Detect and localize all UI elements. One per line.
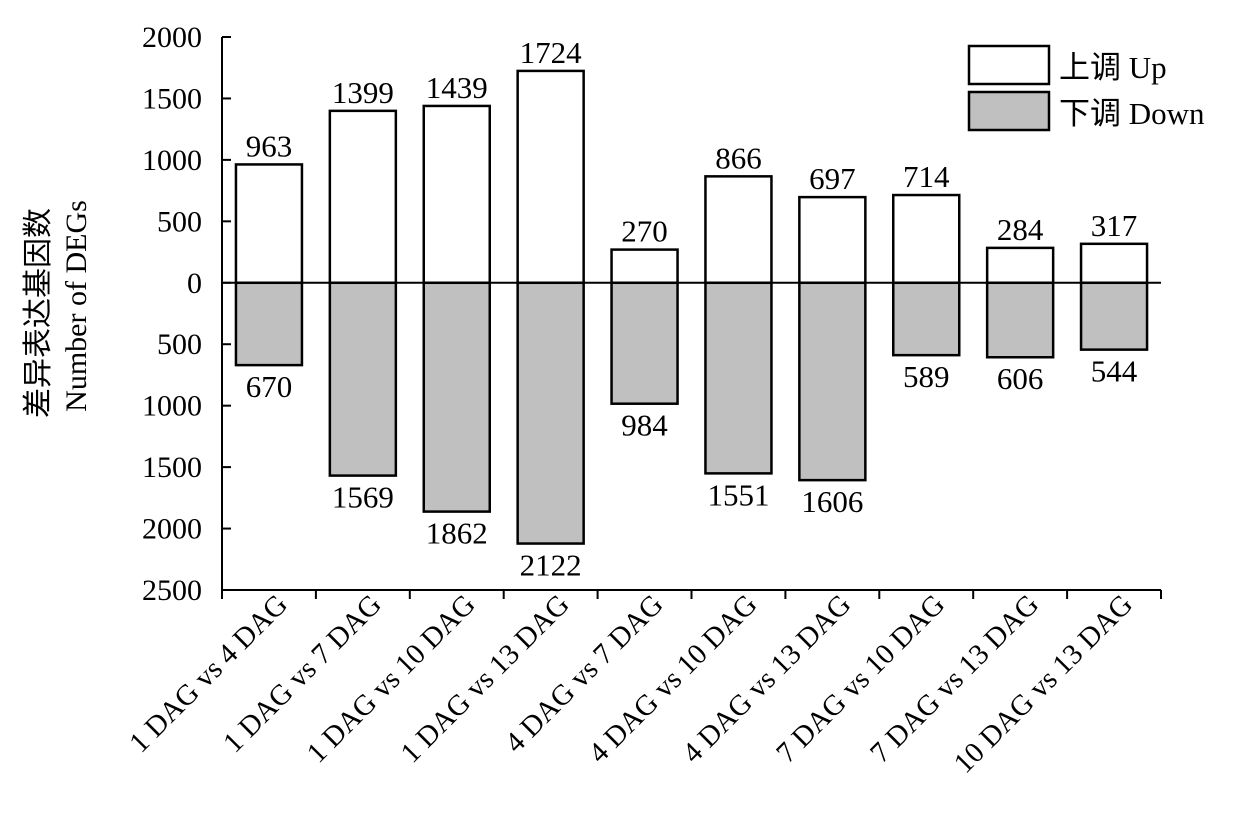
bar-up	[422, 104, 491, 285]
legend-label-up: 上调 Up	[1059, 50, 1167, 85]
bar-down	[516, 281, 585, 545]
data-label-up: 270	[621, 214, 668, 249]
bar-down	[1079, 281, 1149, 351]
bar-up	[892, 193, 961, 285]
data-label-up: 1439	[426, 70, 488, 105]
data-label-down: 1862	[426, 516, 488, 551]
category-label: 7 DAG vs 13 DAG	[864, 588, 1045, 769]
data-label-down: 589	[903, 359, 950, 394]
bar-down	[328, 281, 398, 477]
data-label-down: 670	[246, 369, 293, 404]
category-label: 1 DAG vs 13 DAG	[395, 588, 576, 769]
bar-up	[704, 175, 773, 285]
bar-up	[516, 69, 585, 285]
data-label-down: 2122	[520, 548, 582, 583]
y-tick-label: 2500	[142, 574, 202, 607]
bar-up	[798, 195, 867, 285]
y-axis-title-zh: 差异表达基因数	[22, 208, 55, 418]
data-label-down: 984	[621, 408, 668, 443]
y-tick-label: 1500	[142, 451, 202, 484]
data-label-up: 714	[903, 159, 950, 194]
bar-up	[234, 163, 304, 285]
bars-layer	[234, 69, 1149, 545]
data-label-down: 1569	[332, 480, 394, 515]
axes-layer	[221, 36, 1162, 599]
y-tick-label: 500	[157, 328, 202, 361]
y-tick-label: 0	[187, 267, 202, 300]
data-label-up: 1399	[332, 75, 394, 110]
data-label-down: 1606	[801, 484, 863, 519]
category-label: 4 DAG vs 7 DAG	[499, 588, 670, 759]
bar-down	[892, 281, 961, 357]
bar-up	[1079, 242, 1149, 285]
bar-up	[985, 246, 1055, 285]
category-label: 4 DAG vs 10 DAG	[582, 588, 763, 769]
data-label-up: 1724	[520, 35, 583, 70]
bar-up	[328, 109, 398, 285]
data-label-up: 697	[809, 161, 856, 196]
data-label-up: 284	[997, 212, 1044, 247]
category-label: 1 DAG vs 10 DAG	[301, 588, 482, 769]
category-label: 1 DAG vs 4 DAG	[123, 588, 294, 759]
bar-down	[234, 281, 304, 367]
bar-down	[985, 281, 1055, 359]
category-label: 10 DAG vs 13 DAG	[948, 588, 1139, 779]
bar-down	[610, 281, 679, 405]
legend-swatch-down	[967, 90, 1051, 132]
y-tick-label: 500	[157, 205, 202, 238]
bar-up	[610, 248, 679, 285]
y-tick-label: 1500	[142, 82, 202, 115]
category-label: 4 DAG vs 13 DAG	[676, 588, 857, 769]
bar-down	[798, 281, 867, 482]
legend-swatch-up	[967, 44, 1051, 86]
legend: 上调 Up 下调 Down	[967, 44, 1205, 132]
data-label-up: 317	[1091, 208, 1138, 243]
data-label-down: 544	[1091, 354, 1138, 389]
y-tick-label: 2000	[142, 513, 202, 546]
legend-label-down: 下调 Down	[1059, 96, 1205, 131]
bar-down	[422, 281, 491, 513]
data-label-down: 1551	[707, 477, 769, 512]
data-label-down: 606	[997, 361, 1044, 396]
category-label: 1 DAG vs 7 DAG	[217, 588, 388, 759]
data-label-up: 866	[715, 140, 762, 175]
y-tick-label: 1000	[142, 144, 202, 177]
bar-down	[704, 281, 773, 475]
y-axis-title-en: Number of DEGs	[60, 200, 93, 412]
y-tick-label: 1000	[142, 390, 202, 423]
data-label-up: 963	[246, 128, 293, 163]
category-label: 7 DAG vs 10 DAG	[770, 588, 951, 769]
y-tick-label: 2000	[142, 21, 202, 54]
